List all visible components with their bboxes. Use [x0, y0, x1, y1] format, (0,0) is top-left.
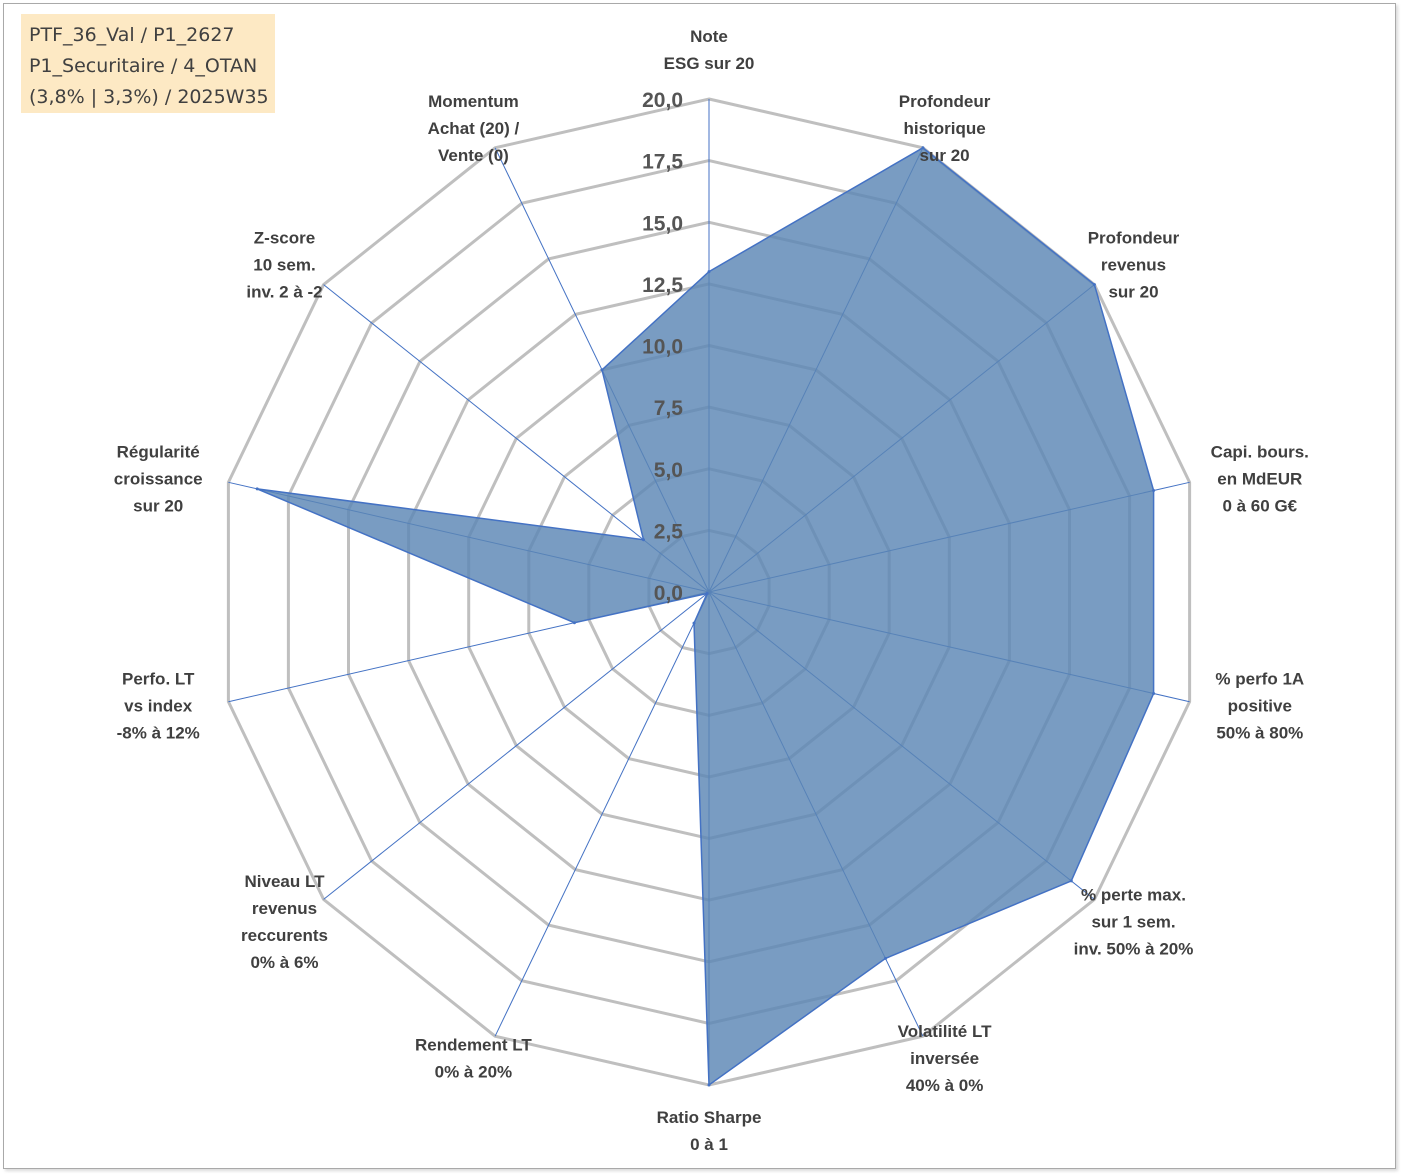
axis-label-line: revenus	[1101, 256, 1166, 275]
r-tick-label: 0,0	[654, 582, 683, 605]
axis-label-line: Rendement LT	[415, 1036, 532, 1055]
series-area	[256, 146, 1155, 1087]
axis-label-line: 10 sem.	[253, 256, 315, 275]
axis-label: Niveau LT revenus reccurents 0% à 6%	[241, 872, 328, 972]
axis-label: % perte max. sur 1 sem. inv. 50% à 20%	[1074, 885, 1194, 958]
axis-label: Ratio Sharpe 0 à 1	[657, 1108, 762, 1154]
axis-label-line: Volatilité LT	[898, 1022, 992, 1041]
data-point	[255, 487, 259, 491]
axis-label-line: Profondeur	[1088, 229, 1180, 248]
axis-spoke	[494, 591, 710, 1037]
axis-label-line: en MdEUR	[1217, 469, 1302, 488]
data-point	[705, 592, 709, 595]
axis-label: Régularité croissance sur 20	[114, 442, 203, 515]
axis-label-line: Note	[690, 27, 728, 46]
axis-label-line: sur 20	[133, 496, 183, 515]
data-point	[692, 621, 696, 625]
r-tick-labels: 0,0 2,5 5,0 7,5 10,0 12,5 15,0 17,5 20,0	[642, 89, 683, 605]
r-tick-label: 7,5	[654, 397, 684, 420]
axis-label-line: ESG sur 20	[664, 54, 755, 73]
axis-label-line: Niveau LT	[245, 872, 326, 891]
data-point	[1069, 879, 1073, 883]
axis-label-line: 0% à 20%	[435, 1063, 513, 1082]
axis-label-line: Régularité	[117, 442, 200, 461]
axis-label-line: sur 1 sem.	[1091, 912, 1175, 931]
data-point	[707, 1083, 711, 1087]
axis-label: Z-score 10 sem. inv. 2 à -2	[246, 229, 322, 302]
axis-label-line: % perfo 1A	[1215, 670, 1304, 689]
axis-label: Profondeur historique sur 20	[899, 92, 991, 165]
axis-spoke	[323, 591, 710, 900]
axis-label-line: Achat (20) /	[428, 119, 520, 138]
axis-label-line: inv. 50% à 20%	[1074, 939, 1194, 958]
data-point	[707, 270, 711, 274]
info-line-1: PTF_36_Val / P1_2627	[29, 24, 235, 46]
data-point	[884, 956, 887, 960]
axis-labels: Note ESG sur 20 Profondeur historique sur 20…	[114, 27, 1309, 1154]
r-tick-label: 2,5	[654, 520, 684, 543]
r-tick-label: 12,5	[642, 274, 683, 297]
axis-label: Rendement LT 0% à 20%	[415, 1036, 532, 1082]
axis-label-line: Momentum	[428, 92, 519, 111]
axis-label-line: 0 à 1	[690, 1135, 728, 1154]
data-point	[1152, 692, 1156, 695]
axis-label-line: positive	[1228, 697, 1292, 716]
axis-label: Note ESG sur 20	[664, 27, 755, 73]
axis-label-line: inversée	[910, 1049, 979, 1068]
r-tick-label: 10,0	[642, 336, 683, 359]
info-line-3: (3,8% | 3,3%) / 2025W35	[29, 86, 269, 108]
axis-label: Perfo. LT vs index -8% à 12%	[117, 670, 200, 743]
data-point	[1152, 489, 1156, 492]
axis-label: Volatilité LT inversée 40% à 0%	[898, 1022, 992, 1095]
axis-label-line: % perte max.	[1081, 885, 1186, 904]
axis-label-line: 0% à 6%	[250, 953, 318, 972]
axis-label: % perfo 1A positive 50% à 80%	[1215, 670, 1304, 743]
axis-label-line: 0 à 60 G€	[1222, 496, 1297, 515]
axis-label-line: Ratio Sharpe	[657, 1108, 762, 1127]
data-point	[1092, 283, 1096, 287]
portfolio-info-box: PTF_36_Val / P1_2627 P1_Securitaire / 4_…	[21, 14, 275, 113]
info-line-2: P1_Securitaire / 4_OTAN	[29, 55, 258, 77]
axis-label-line: sur 20	[1108, 283, 1158, 302]
axis-label-line: sur 20	[920, 146, 970, 165]
data-point	[572, 621, 576, 625]
axis-label-line: historique	[904, 119, 986, 138]
data-point	[642, 538, 645, 542]
axis-label-line: Z-score	[254, 229, 315, 248]
axis-label-line: croissance	[114, 469, 203, 488]
axis-label-line: Vente (0)	[438, 146, 509, 165]
axis-label-line: inv. 2 à -2	[246, 283, 322, 302]
r-tick-label: 15,0	[642, 212, 683, 235]
axis-label: Profondeur revenus sur 20	[1088, 229, 1180, 302]
axis-label-line: 40% à 0%	[906, 1076, 984, 1095]
data-point	[921, 146, 925, 150]
axis-label: Capi. bours. en MdEUR 0 à 60 G€	[1211, 442, 1309, 515]
r-tick-label: 20,0	[642, 89, 683, 112]
axis-label-line: reccurents	[241, 926, 328, 945]
series-layer	[255, 146, 1156, 1087]
axis-label-line: 50% à 80%	[1216, 724, 1303, 743]
axis-label-line: -8% à 12%	[117, 724, 200, 743]
axis-label-line: Profondeur	[899, 92, 991, 111]
axis-label-line: revenus	[252, 899, 317, 918]
axis-label-line: Perfo. LT	[122, 670, 195, 689]
axis-label: Momentum Achat (20) / Vente (0)	[428, 92, 520, 165]
r-tick-label: 5,0	[654, 459, 683, 482]
data-point	[600, 368, 604, 372]
axis-label-line: vs index	[124, 697, 193, 716]
axis-label-line: Capi. bours.	[1211, 442, 1309, 461]
r-tick-label: 17,5	[642, 151, 683, 174]
